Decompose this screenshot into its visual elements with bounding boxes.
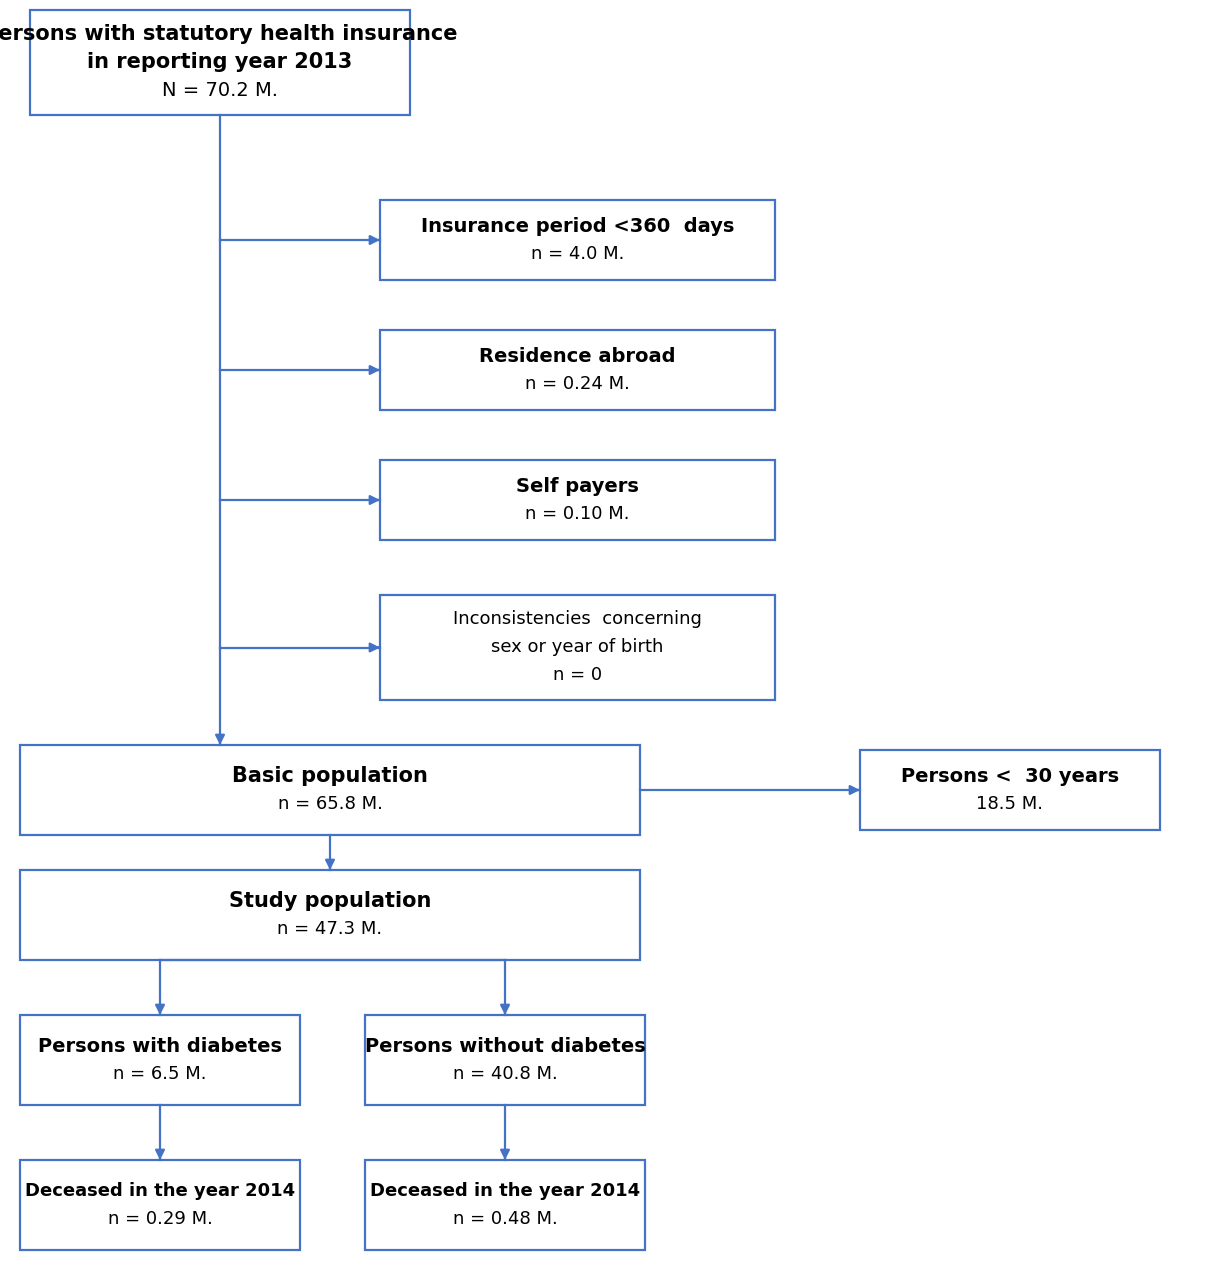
Text: n = 0.29 M.: n = 0.29 M. xyxy=(108,1210,212,1228)
Bar xyxy=(860,750,1160,829)
Bar xyxy=(20,1160,299,1251)
Bar xyxy=(20,745,640,835)
Text: n = 0.48 M.: n = 0.48 M. xyxy=(453,1210,557,1228)
Text: Persons <  30 years: Persons < 30 years xyxy=(901,767,1119,786)
Text: Study population: Study population xyxy=(228,891,431,911)
Text: Persons without diabetes: Persons without diabetes xyxy=(364,1037,645,1056)
Text: Deceased in the year 2014: Deceased in the year 2014 xyxy=(369,1181,640,1201)
Bar xyxy=(380,460,775,540)
Text: Basic population: Basic population xyxy=(232,765,428,786)
Bar xyxy=(20,870,640,960)
Text: Persons with statutory health insurance: Persons with statutory health insurance xyxy=(0,24,458,45)
Text: n = 0: n = 0 xyxy=(553,667,602,685)
Bar xyxy=(380,595,775,700)
Text: Residence abroad: Residence abroad xyxy=(480,347,676,366)
Text: n = 47.3 M.: n = 47.3 M. xyxy=(277,920,383,938)
Text: n = 0.24 M.: n = 0.24 M. xyxy=(525,375,629,393)
Text: n = 6.5 M.: n = 6.5 M. xyxy=(113,1065,207,1083)
Text: Inconsistencies  concerning: Inconsistencies concerning xyxy=(453,611,702,628)
Bar xyxy=(364,1015,645,1105)
Text: n = 40.8 M.: n = 40.8 M. xyxy=(453,1065,557,1083)
Bar xyxy=(380,200,775,280)
Bar xyxy=(20,1015,299,1105)
Bar xyxy=(364,1160,645,1251)
Text: n = 4.0 M.: n = 4.0 M. xyxy=(531,244,625,262)
Bar xyxy=(380,330,775,410)
Bar xyxy=(29,10,410,115)
Text: Insurance period <360  days: Insurance period <360 days xyxy=(421,216,734,236)
Text: N = 70.2 M.: N = 70.2 M. xyxy=(162,81,279,100)
Text: n = 65.8 M.: n = 65.8 M. xyxy=(277,795,383,813)
Text: sex or year of birth: sex or year of birth xyxy=(491,639,664,657)
Text: Persons with diabetes: Persons with diabetes xyxy=(38,1037,282,1056)
Text: n = 0.10 M.: n = 0.10 M. xyxy=(525,506,629,524)
Text: Self payers: Self payers xyxy=(517,476,639,495)
Text: in reporting year 2013: in reporting year 2013 xyxy=(87,52,352,73)
Text: Deceased in the year 2014: Deceased in the year 2014 xyxy=(25,1181,294,1201)
Text: 18.5 M.: 18.5 M. xyxy=(977,795,1043,813)
